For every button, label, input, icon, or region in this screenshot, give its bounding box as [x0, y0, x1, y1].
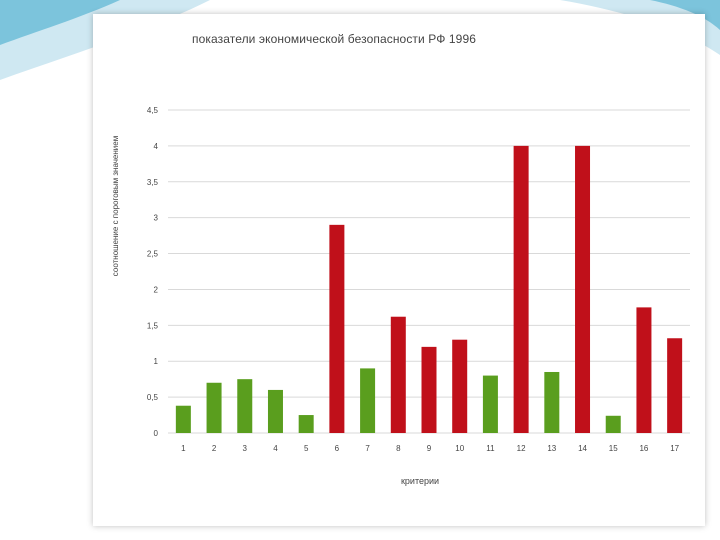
x-tick-label: 11 — [486, 444, 495, 453]
x-tick-label: 12 — [517, 444, 526, 453]
x-tick-label: 6 — [335, 444, 340, 453]
x-tick-label: 1 — [181, 444, 186, 453]
x-tick-label: 17 — [670, 444, 679, 453]
x-tick-label: 10 — [455, 444, 464, 453]
bar-17 — [667, 338, 683, 433]
bar-10 — [452, 339, 468, 433]
bar-7 — [360, 368, 376, 433]
bar-15 — [605, 415, 621, 433]
y-tick-label: 1,5 — [147, 321, 159, 330]
bars — [175, 145, 683, 433]
x-tick-labels: 1 2 3 4 5 6 7 8 9 10 11 12 13 14 15 16 17 — [181, 444, 680, 453]
bar-13 — [544, 371, 560, 433]
bar-2 — [206, 382, 222, 433]
bar-4 — [267, 389, 283, 433]
x-tick-label: 7 — [365, 444, 370, 453]
y-tick-label: 2,5 — [147, 250, 159, 259]
y-tick-label: 4 — [154, 142, 159, 151]
bar-3 — [237, 379, 253, 433]
x-tick-label: 4 — [273, 444, 278, 453]
chart-title: показатели экономической безопасности РФ… — [192, 32, 476, 46]
bar-1 — [175, 405, 191, 433]
bar-16 — [636, 307, 652, 433]
y-tick-label: 3,5 — [147, 178, 159, 187]
bar-8 — [390, 316, 406, 433]
bar-12 — [513, 145, 529, 433]
bar-14 — [575, 145, 591, 433]
x-tick-label: 3 — [243, 444, 248, 453]
x-tick-label: 5 — [304, 444, 309, 453]
x-tick-label: 15 — [609, 444, 618, 453]
bar-9 — [421, 346, 437, 433]
corner-swoosh-right — [560, 0, 720, 55]
x-tick-label: 13 — [547, 444, 556, 453]
chart-card — [93, 14, 705, 526]
x-tick-label: 8 — [396, 444, 401, 453]
y-tick-label: 2 — [154, 285, 159, 294]
bar-5 — [298, 415, 314, 433]
y-tick-label: 0,5 — [147, 393, 159, 402]
y-tick-label: 3 — [154, 214, 159, 223]
x-tick-label: 16 — [639, 444, 648, 453]
y-tick-label: 4,5 — [147, 106, 159, 115]
x-axis-label: критерии — [400, 476, 440, 486]
y-tick-label: 1 — [154, 357, 159, 366]
bar-11 — [482, 375, 498, 433]
grid-lines — [168, 109, 690, 434]
corner-swoosh-right-dark — [650, 0, 720, 30]
bar-6 — [329, 224, 345, 433]
x-tick-label: 14 — [578, 444, 587, 453]
corner-swoosh-left-dark — [0, 0, 120, 45]
y-tick-label: 0 — [154, 429, 159, 438]
y-tick-labels: 0 0,5 1 1,5 2 2,5 3 3,5 4 4,5 — [147, 106, 159, 438]
x-tick-label: 9 — [427, 444, 432, 453]
x-tick-label: 2 — [212, 444, 217, 453]
